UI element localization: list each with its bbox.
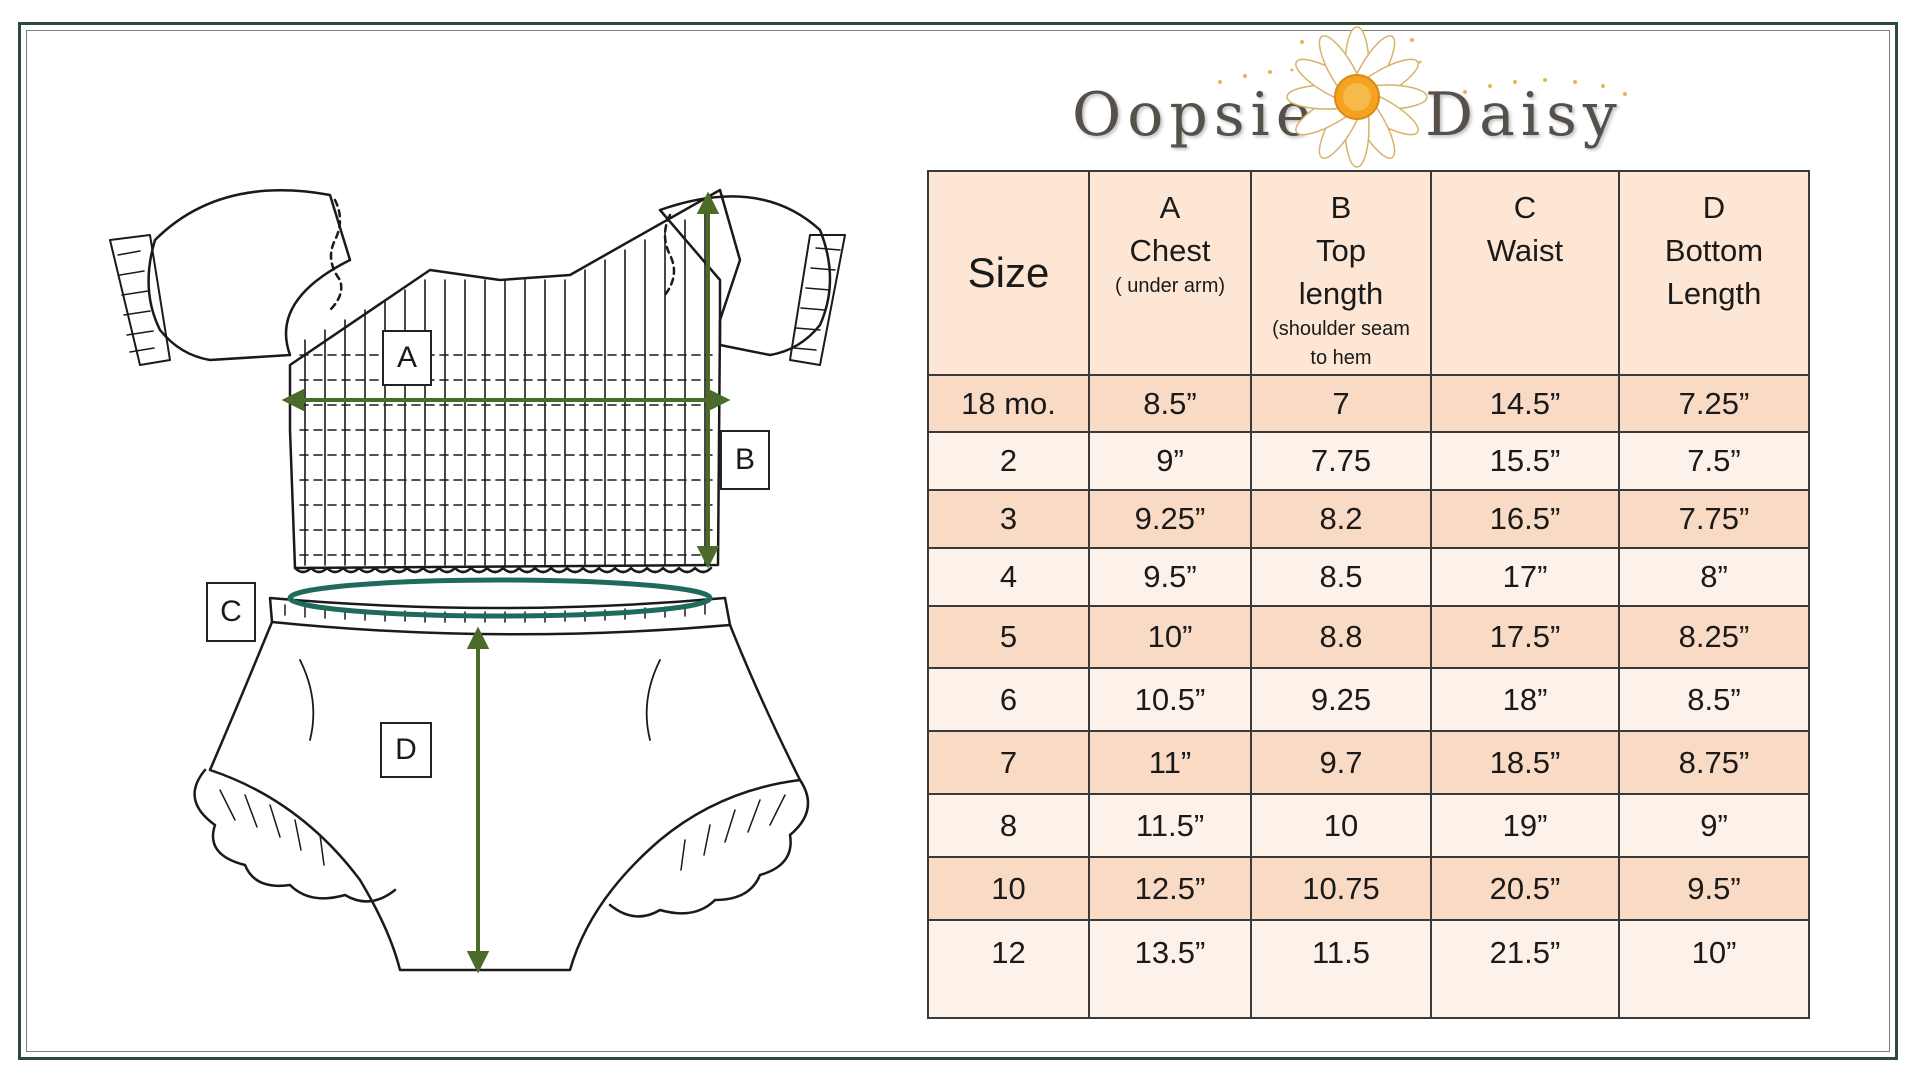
table-row: 8 11.5” 10 19” 9” <box>927 793 1810 858</box>
cell-waist: 15.5” <box>1430 431 1620 491</box>
cell-waist: 18.5” <box>1430 730 1620 795</box>
cell-waist: 16.5” <box>1430 489 1620 549</box>
cell-waist: 14.5” <box>1430 374 1620 433</box>
cell-bottom-length: 7.75” <box>1618 489 1810 549</box>
outer-frame <box>18 22 1898 1060</box>
label-b: B <box>720 430 770 490</box>
cell-top-length: 8.2 <box>1250 489 1432 549</box>
cell-top-length: 8.8 <box>1250 605 1432 669</box>
cell-top-length: 9.25 <box>1250 667 1432 732</box>
table-row: 6 10.5” 9.25 18” 8.5” <box>927 667 1810 732</box>
header-top-length: B Top length (shoulder seam to hem <box>1250 170 1432 376</box>
header-top-length-note2: to hem <box>1310 347 1372 369</box>
cell-bottom-length: 8” <box>1618 547 1810 607</box>
header-top-length-name2: length <box>1298 276 1384 311</box>
waist-measure-ring <box>287 577 713 619</box>
cell-bottom-length: 9” <box>1618 793 1810 858</box>
bottoms-outline <box>208 620 802 972</box>
cell-size: 2 <box>927 431 1090 491</box>
cell-bottom-length: 7.25” <box>1618 374 1810 433</box>
size-chart-table: Size A Chest ( under arm) B Top length (… <box>927 170 1810 1019</box>
header-waist-letter: C <box>1513 190 1537 225</box>
cell-waist: 18” <box>1430 667 1620 732</box>
brand-logo: Oopsie Daisy <box>1060 22 1630 182</box>
left-sleeve-outline <box>147 189 352 362</box>
table-row: 2 9” 7.75 15.5” 7.5” <box>927 431 1810 491</box>
header-waist: C Waist <box>1430 170 1620 376</box>
table-row: 12 13.5” 11.5 21.5” 10” <box>927 919 1810 1019</box>
header-chest-letter: A <box>1159 190 1181 225</box>
header-chest-note: ( under arm) <box>1114 275 1226 297</box>
cell-top-length: 8.5 <box>1250 547 1432 607</box>
cell-size: 4 <box>927 547 1090 607</box>
cell-chest: 9.5” <box>1088 547 1252 607</box>
header-chest: A Chest ( under arm) <box>1088 170 1252 376</box>
brand-word-oopsie: Oopsie <box>1072 80 1318 150</box>
cell-chest: 10.5” <box>1088 667 1252 732</box>
cell-size: 3 <box>927 489 1090 549</box>
cell-bottom-length: 9.5” <box>1618 856 1810 921</box>
table-row: 18 mo. 8.5” 7 14.5” 7.25” <box>927 374 1810 433</box>
header-size: Size <box>927 170 1090 376</box>
cell-chest: 9” <box>1088 431 1252 491</box>
cell-waist: 20.5” <box>1430 856 1620 921</box>
header-top-length-letter: B <box>1330 190 1352 225</box>
cell-size: 12 <box>927 919 1090 1019</box>
cell-top-length: 7 <box>1250 374 1432 433</box>
header-bottom-length-letter: D <box>1702 190 1726 225</box>
cell-chest: 9.25” <box>1088 489 1252 549</box>
cell-bottom-length: 7.5” <box>1618 431 1810 491</box>
cell-waist: 19” <box>1430 793 1620 858</box>
cell-chest: 11.5” <box>1088 793 1252 858</box>
cell-bottom-length: 8.5” <box>1618 667 1810 732</box>
cell-size: 7 <box>927 730 1090 795</box>
header-waist-name: Waist <box>1486 233 1564 268</box>
header-top-length-note1: (shoulder seam <box>1272 318 1410 340</box>
sparkle-dots-decoration-left <box>1218 70 1272 84</box>
header-chest-name: Chest <box>1129 233 1211 268</box>
cell-chest: 11” <box>1088 730 1252 795</box>
cell-top-length: 11.5 <box>1250 919 1432 1019</box>
table-header-row: Size A Chest ( under arm) B Top length (… <box>927 170 1810 376</box>
cell-waist: 17” <box>1430 547 1620 607</box>
cell-bottom-length: 8.75” <box>1618 730 1810 795</box>
table-row: 3 9.25” 8.2 16.5” 7.75” <box>927 489 1810 549</box>
cell-chest: 13.5” <box>1088 919 1252 1019</box>
cell-size: 18 mo. <box>927 374 1090 433</box>
label-c: C <box>206 582 256 642</box>
left-leg-ruffle <box>193 768 397 903</box>
cell-top-length: 10 <box>1250 793 1432 858</box>
header-bottom-length: D Bottom Length <box>1618 170 1810 376</box>
sparkle-dots-decoration <box>1463 78 1627 96</box>
header-bottom-length-name2: Length <box>1666 276 1762 311</box>
table-row: 7 11” 9.7 18.5” 8.75” <box>927 730 1810 795</box>
cell-waist: 21.5” <box>1430 919 1620 1019</box>
cell-size: 5 <box>927 605 1090 669</box>
top-body-outline <box>288 188 742 570</box>
cell-chest: 10” <box>1088 605 1252 669</box>
cell-bottom-length: 10” <box>1618 919 1810 1019</box>
header-bottom-length-name1: Bottom <box>1664 233 1764 268</box>
table-row: 4 9.5” 8.5 17” 8” <box>927 547 1810 607</box>
cell-top-length: 9.7 <box>1250 730 1432 795</box>
cell-size: 6 <box>927 667 1090 732</box>
cell-top-length: 7.75 <box>1250 431 1432 491</box>
brand-word-daisy: Daisy <box>1425 80 1623 150</box>
cell-waist: 17.5” <box>1430 605 1620 669</box>
cell-top-length: 10.75 <box>1250 856 1432 921</box>
daisy-icon <box>1286 26 1428 168</box>
cell-size: 10 <box>927 856 1090 921</box>
label-d: D <box>380 722 432 778</box>
label-a: A <box>382 330 432 386</box>
cell-bottom-length: 8.25” <box>1618 605 1810 669</box>
garment-diagram <box>109 188 846 974</box>
header-top-length-name1: Top <box>1316 233 1366 268</box>
cell-chest: 8.5” <box>1088 374 1252 433</box>
right-leg-ruffle <box>608 778 810 918</box>
inner-frame <box>26 30 1890 1052</box>
cell-chest: 12.5” <box>1088 856 1252 921</box>
table-row: 5 10” 8.8 17.5” 8.25” <box>927 605 1810 669</box>
cell-size: 8 <box>927 793 1090 858</box>
table-row: 10 12.5” 10.75 20.5” 9.5” <box>927 856 1810 921</box>
